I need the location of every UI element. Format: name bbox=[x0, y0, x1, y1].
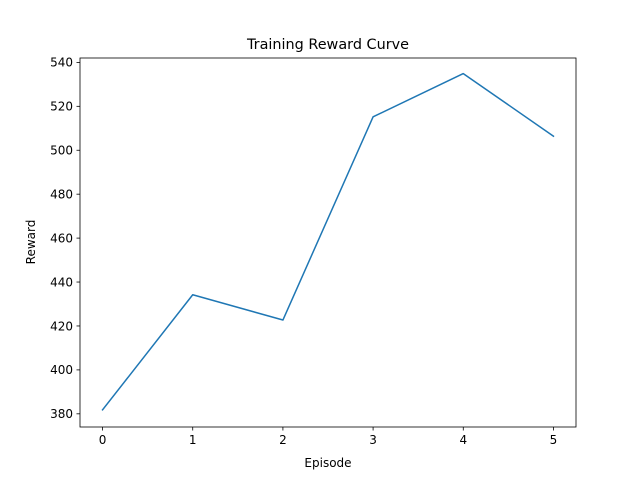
series-layer bbox=[101, 72, 555, 411]
y-tick-label: 480 bbox=[50, 187, 73, 201]
y-tick-label: 500 bbox=[50, 144, 73, 158]
x-tick-label: 0 bbox=[99, 433, 107, 447]
x-tick-label: 5 bbox=[550, 433, 558, 447]
y-tick-label: 540 bbox=[50, 56, 73, 70]
series-line bbox=[101, 72, 555, 411]
y-tick-label: 400 bbox=[50, 363, 73, 377]
y-tick-label: 440 bbox=[50, 275, 73, 289]
x-tick-label: 1 bbox=[189, 433, 197, 447]
x-tick-label: 2 bbox=[279, 433, 287, 447]
y-tick-label: 420 bbox=[50, 319, 73, 333]
chart-title: Training Reward Curve bbox=[246, 37, 409, 53]
y-axis-label: Reward bbox=[24, 220, 38, 265]
y-tick-label: 520 bbox=[50, 100, 73, 114]
x-tick-label: 3 bbox=[369, 433, 377, 447]
plot-frame bbox=[79, 57, 577, 428]
x-axis-label: Episode bbox=[304, 456, 351, 470]
x-axis-ticks: 0 1 2 3 4 5 bbox=[99, 427, 558, 447]
y-tick-label: 460 bbox=[50, 231, 73, 245]
y-axis-ticks: 380 400 420 440 460 480 500 520 540 bbox=[50, 56, 80, 421]
y-tick-label: 380 bbox=[50, 407, 73, 421]
x-tick-label: 4 bbox=[459, 433, 467, 447]
